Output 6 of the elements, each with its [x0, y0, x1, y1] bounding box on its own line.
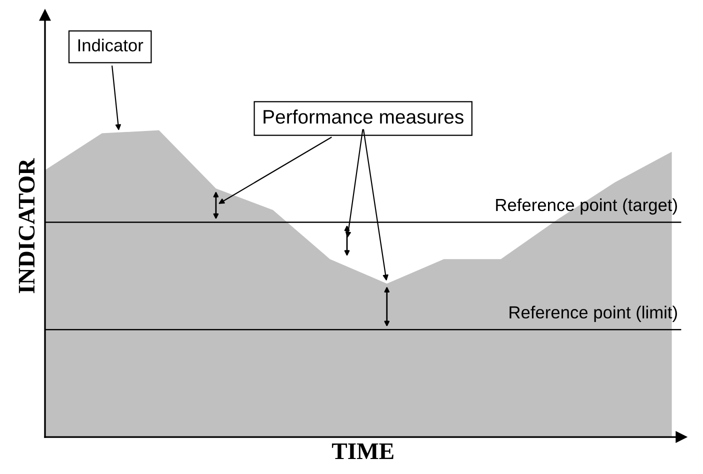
- y-axis-title: INDICATOR: [18, 158, 35, 294]
- ref-line-label: Reference point (target): [496, 198, 677, 215]
- ref-line-label: Reference point (limit): [510, 306, 677, 322]
- x-axis-title: TIME: [332, 444, 394, 459]
- text: Indicator: [78, 38, 144, 52]
- text: Performance measures: [264, 109, 464, 124]
